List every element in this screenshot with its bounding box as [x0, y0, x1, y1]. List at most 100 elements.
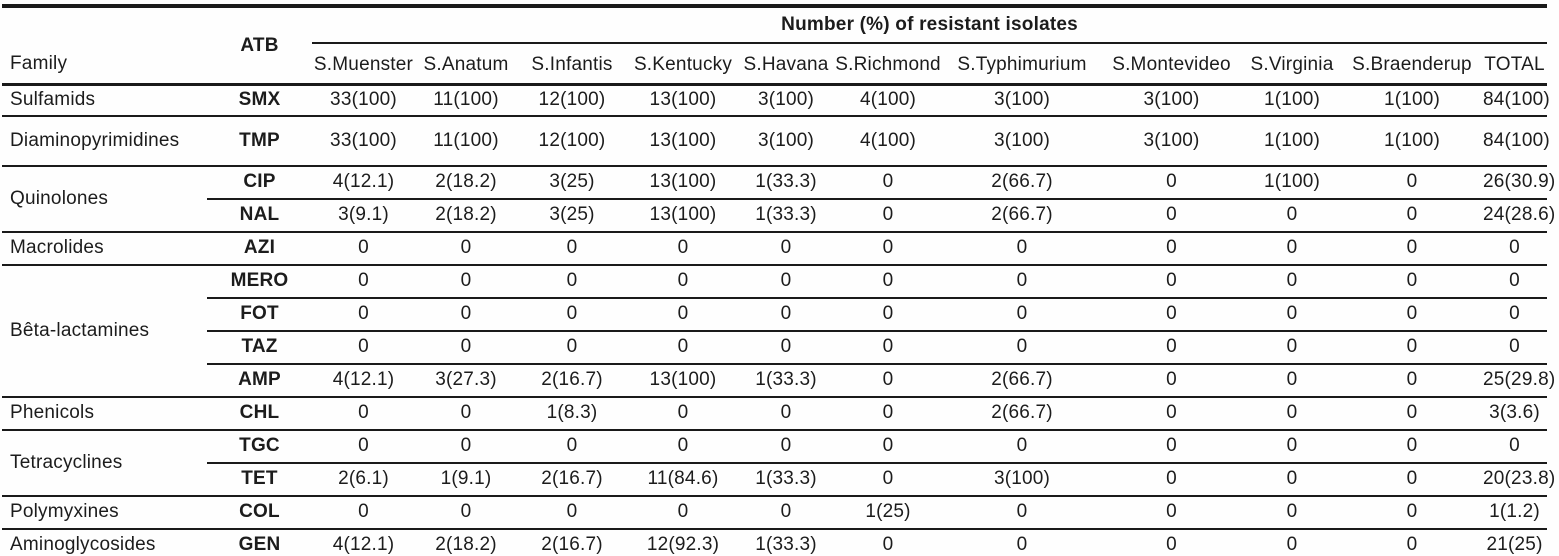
value-cell: 0 [833, 362, 943, 397]
value-cell: 1(25) [833, 494, 943, 529]
serotype-header: S.Anatum [415, 43, 517, 86]
value-cell: 0 [1482, 230, 1548, 265]
value-cell: 0 [1101, 428, 1242, 463]
value-cell: 0 [627, 263, 739, 298]
value-cell: 0 [415, 296, 517, 331]
value-cell: 3(25) [517, 197, 627, 232]
table-row: Quinolones CIP 4(12.1) 2(18.2) 3(25) 13(100) 1… [2, 164, 1555, 232]
table-row: Aminoglycosides GEN 4(12.1) 2(18.2) 2(16.7) 1… [2, 527, 1548, 556]
value-cell: 84(100) [1482, 83, 1550, 116]
value-cell: 0 [415, 263, 517, 298]
value-cell: 0 [1101, 494, 1242, 529]
family-cell: Macrolides [2, 230, 207, 265]
value-cell: 0 [517, 296, 627, 331]
value-cell: 0 [739, 230, 833, 265]
value-cell: 4(12.1) [312, 527, 415, 556]
value-cell: 1(33.3) [739, 527, 833, 556]
serotype-header: S.Typhimurium [943, 43, 1101, 86]
value-cell: 12(100) [517, 114, 627, 166]
atb-cell: FOT [207, 296, 312, 331]
value-cell: 2(16.7) [517, 461, 627, 496]
value-cell: 0 [517, 230, 627, 265]
value-cell: 0 [1342, 461, 1482, 496]
value-cell: 2(6.1) [312, 461, 415, 496]
value-cell: 2(66.7) [943, 395, 1101, 430]
value-cell: 0 [943, 494, 1101, 529]
value-cell: 12(100) [517, 83, 627, 116]
value-cell: 0 [1342, 230, 1482, 265]
value-cell: 1(9.1) [415, 461, 517, 496]
atb-cell: TMP [207, 114, 312, 166]
table-header: Family ATB Number (%) of resistant isola… [2, 6, 1548, 86]
value-cell: 0 [1482, 263, 1548, 298]
value-cell: 0 [1101, 197, 1242, 232]
table-row: Sulfamids SMX 33(100) 11(100) 12(100) 13(100)… [2, 83, 1550, 116]
value-cell: 0 [415, 395, 517, 430]
value-cell: 20(23.8) [1482, 461, 1555, 496]
value-cell: 0 [1242, 395, 1342, 430]
value-cell: 11(100) [415, 83, 517, 116]
value-cell: 0 [312, 230, 415, 265]
value-cell: 0 [517, 263, 627, 298]
value-cell: 0 [739, 263, 833, 298]
atb-cell: CIP [207, 164, 312, 199]
atb-cell: MERO [207, 263, 312, 298]
value-cell: 1(100) [1242, 114, 1342, 166]
value-cell: 3(100) [1101, 114, 1242, 166]
table-row: Bêta-lactamines MERO 0 0 0 0 0 0 0 0 0 0 0 [2, 263, 1548, 397]
serotype-header: S.Montevideo [1101, 43, 1242, 86]
value-cell: 2(16.7) [517, 362, 627, 397]
value-cell: 0 [1342, 197, 1482, 232]
value-cell: 0 [1101, 296, 1242, 331]
value-cell: 0 [1101, 230, 1242, 265]
value-cell: 0 [1242, 230, 1342, 265]
value-cell: 0 [627, 494, 739, 529]
value-cell: 0 [1482, 428, 1548, 463]
family-cell: Diaminopyrimidines [2, 114, 207, 166]
value-cell: 0 [627, 230, 739, 265]
atb-cell: CHL [207, 395, 312, 430]
atb-cell: GEN [207, 527, 312, 556]
serotype-header: TOTAL [1482, 43, 1548, 86]
value-cell: 2(18.2) [415, 527, 517, 556]
value-cell: 0 [739, 428, 833, 463]
value-cell: 1(8.3) [517, 395, 627, 430]
value-cell: 0 [1101, 527, 1242, 556]
value-cell: 84(100) [1482, 114, 1550, 166]
value-cell: 0 [1242, 428, 1342, 463]
value-cell: 0 [517, 329, 627, 364]
value-cell: 0 [1242, 263, 1342, 298]
value-cell: 1(33.3) [739, 461, 833, 496]
value-cell: 0 [1242, 296, 1342, 331]
value-cell: 0 [312, 263, 415, 298]
value-cell: 0 [833, 164, 943, 199]
family-cell: Sulfamids [2, 83, 207, 116]
value-cell: 1(100) [1342, 114, 1482, 166]
value-cell: 2(66.7) [943, 362, 1101, 397]
atb-cell: TGC [207, 428, 312, 463]
family-cell: Bêta-lactamines [2, 263, 207, 397]
value-cell: 1(33.3) [739, 197, 833, 232]
serotype-header: S.Kentucky [627, 43, 739, 86]
value-cell: 0 [833, 527, 943, 556]
value-cell: 0 [312, 395, 415, 430]
value-cell: 4(12.1) [312, 362, 415, 397]
value-cell: 1(33.3) [739, 164, 833, 199]
serotype-header: S.Braenderup [1342, 43, 1482, 86]
value-cell: 3(100) [943, 83, 1101, 116]
value-cell: 0 [312, 329, 415, 364]
atb-cell: AZI [207, 230, 312, 265]
table-row: TET 2(6.1) 1(9.1) 2(16.7) 11(84.6) 1(33.3) 0 3(… [2, 461, 1555, 496]
table-row: FOT 0 0 0 0 0 0 0 0 0 0 0 [2, 296, 1548, 331]
value-cell: 0 [627, 428, 739, 463]
value-cell: 3(100) [739, 83, 833, 116]
atb-cell: TET [207, 461, 312, 496]
value-cell: 0 [627, 296, 739, 331]
table-row: NAL 3(9.1) 2(18.2) 3(25) 13(100) 1(33.3) 0 2(66… [2, 197, 1555, 232]
value-cell: 4(12.1) [312, 164, 415, 199]
table-row: Phenicols CHL 0 0 1(8.3) 0 0 0 2(66.7) 0 0 0 3(3.6) [2, 395, 1548, 430]
value-cell: 0 [1242, 329, 1342, 364]
value-cell: 0 [415, 329, 517, 364]
value-cell: 0 [1101, 263, 1242, 298]
value-cell: 3(100) [943, 114, 1101, 166]
